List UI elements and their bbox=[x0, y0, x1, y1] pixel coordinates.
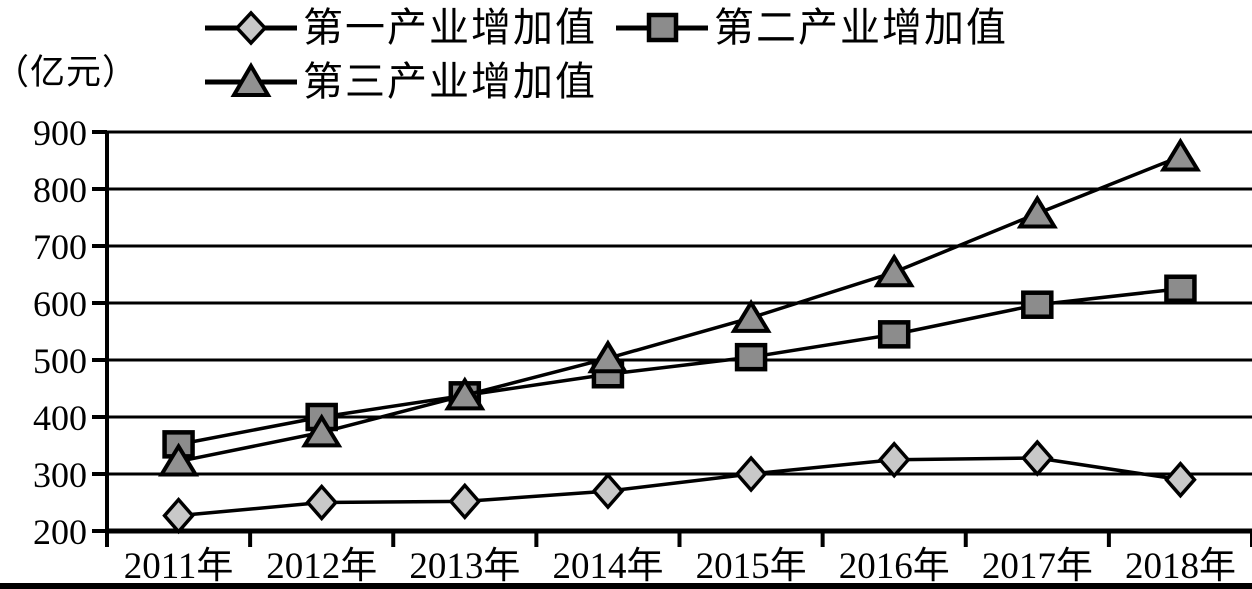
series-line bbox=[178, 287, 1181, 447]
data-point-marker bbox=[1016, 194, 1058, 229]
data-point-marker bbox=[1020, 439, 1054, 477]
data-point-marker bbox=[305, 483, 339, 522]
data-point-marker bbox=[730, 298, 772, 333]
data-point-marker bbox=[734, 455, 768, 493]
data-point-marker bbox=[734, 342, 768, 372]
legend-label-primary-industry: 第一产业增加值 bbox=[303, 5, 597, 50]
series-triangle bbox=[158, 137, 1201, 477]
y-axis-label: 300 bbox=[33, 455, 87, 495]
data-point-marker bbox=[162, 496, 195, 535]
data-point-marker bbox=[448, 482, 482, 521]
data-point-marker bbox=[1164, 274, 1197, 303]
data-point-marker bbox=[301, 413, 343, 448]
data-point-marker bbox=[587, 339, 629, 374]
legend-label-tertiary-industry: 第三产业增加值 bbox=[303, 59, 597, 104]
triangle-marker-icon bbox=[205, 62, 297, 97]
data-point-marker bbox=[1021, 290, 1054, 319]
y-axis-label: 600 bbox=[33, 284, 87, 324]
data-point-marker bbox=[1159, 137, 1201, 172]
legend-label-secondary-industry: 第二产业增加值 bbox=[714, 5, 1008, 50]
x-axis-ticks: 2011年 2012年 2013年 2014年 2015年 2016年 2017年 2018年 bbox=[105, 531, 1252, 587]
data-point-marker bbox=[873, 253, 915, 288]
legend-item-tertiary-industry: 第三产业增加值 bbox=[205, 58, 597, 106]
legend-item-primary-industry: 第一产业增加值 bbox=[205, 4, 597, 52]
y-axis-unit-label: （亿元） bbox=[0, 53, 139, 92]
series-diamond bbox=[162, 439, 1197, 535]
legend-item-secondary-industry: 第二产业增加值 bbox=[616, 4, 1008, 52]
x-axis-label: 2013年 bbox=[409, 545, 520, 587]
y-axis-label: 500 bbox=[33, 341, 87, 381]
data-point-marker bbox=[591, 472, 625, 510]
gridlines bbox=[107, 130, 1252, 476]
y-axis-label: 800 bbox=[33, 170, 87, 210]
series-line bbox=[178, 154, 1182, 464]
y-axis-label: 900 bbox=[33, 113, 87, 153]
x-axis-label: 2017年 bbox=[982, 545, 1093, 587]
y-axis-ticks: 200 300 400 500 600 700 800 900 bbox=[33, 113, 107, 552]
data-point-marker bbox=[1164, 461, 1197, 499]
x-axis-label: 2018年 bbox=[1125, 545, 1236, 587]
y-axis-label: 400 bbox=[33, 398, 87, 438]
series-line bbox=[178, 456, 1181, 518]
data-point-marker bbox=[444, 376, 486, 411]
y-axis-label: 200 bbox=[33, 512, 87, 552]
x-axis-label: 2012年 bbox=[266, 545, 377, 587]
data-point-marker bbox=[877, 320, 911, 349]
square-marker-icon bbox=[616, 12, 708, 43]
data-point-marker bbox=[591, 360, 625, 389]
x-axis-label: 2014年 bbox=[552, 545, 663, 587]
x-axis-label: 2016年 bbox=[839, 545, 950, 587]
x-axis-label: 2015年 bbox=[696, 545, 807, 587]
data-point-marker bbox=[877, 441, 911, 479]
diamond-marker-icon bbox=[205, 10, 297, 46]
y-axis-label: 700 bbox=[33, 227, 87, 267]
data-point-marker bbox=[158, 442, 200, 477]
x-axis-label: 2011年 bbox=[124, 545, 234, 587]
bottom-border bbox=[0, 583, 1252, 589]
